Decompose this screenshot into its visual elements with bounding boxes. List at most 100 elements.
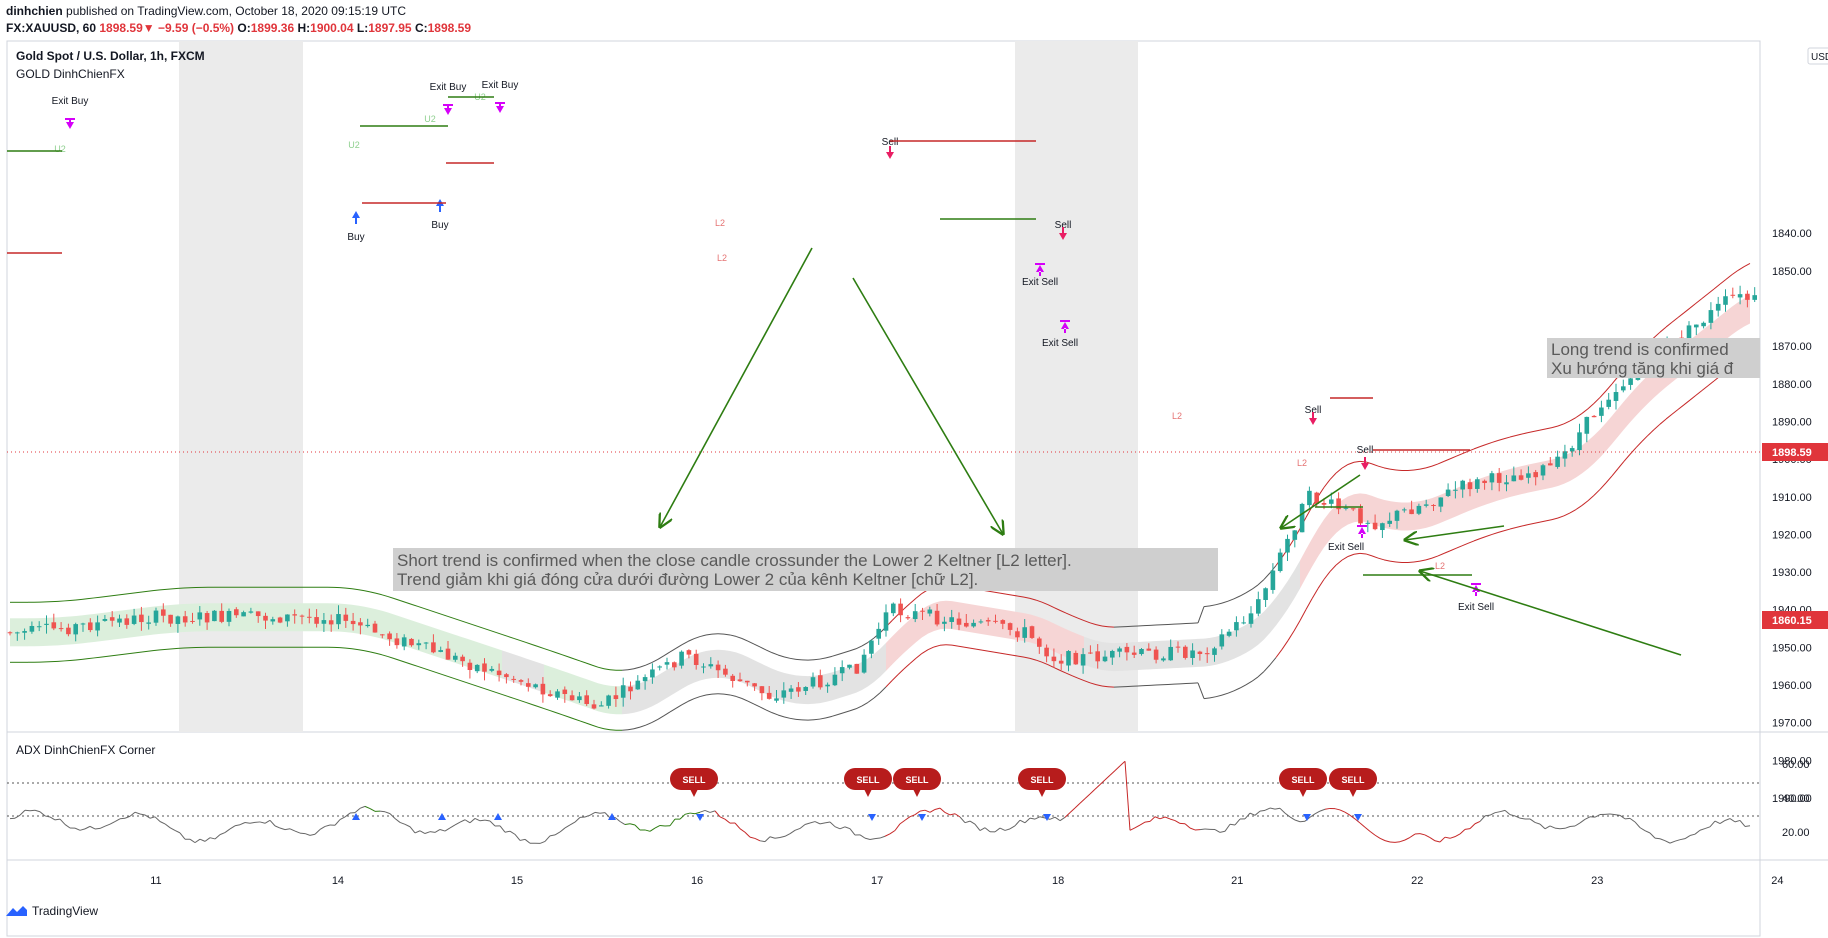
adx-line [1550, 826, 1555, 828]
adx-line [1635, 822, 1640, 828]
candle-body [913, 611, 918, 619]
adx-line [195, 839, 200, 842]
adx-line [845, 827, 850, 829]
keltner-lower [730, 695, 736, 696]
candle-body [964, 623, 969, 627]
time-tick-label: 14 [332, 875, 344, 887]
candle-body [1606, 400, 1611, 407]
price-tick-label: 1970.00 [1772, 718, 1812, 730]
keltner-upper [754, 644, 760, 647]
adx-line [50, 817, 55, 820]
keltner-fill [1582, 441, 1588, 474]
keltner-upper [586, 663, 592, 665]
candle-body [665, 662, 670, 665]
candle-body [643, 677, 648, 681]
adx-line [1070, 808, 1075, 813]
keltner-lower [904, 663, 910, 668]
keltner-upper [784, 657, 790, 658]
adx-line [60, 819, 65, 824]
candle-body [1212, 648, 1217, 655]
candle-body [417, 643, 422, 645]
keltner-lower [556, 713, 562, 715]
keltner-lower [1492, 533, 1498, 535]
candle-body [37, 626, 42, 627]
keltner-upper [910, 598, 916, 603]
adx-line [390, 814, 395, 819]
candle-body [146, 622, 151, 623]
time-tick-label: 11 [150, 875, 161, 887]
keltner-lower [832, 714, 838, 716]
keltner-lower [412, 664, 418, 666]
keltner-lower [724, 694, 730, 695]
keltner-upper [394, 598, 400, 600]
adx-line [125, 816, 130, 818]
keltner-lower [928, 647, 934, 650]
candle-body [1132, 653, 1137, 655]
adx-line [440, 829, 445, 831]
candle-body [1227, 632, 1232, 636]
keltner-upper [424, 608, 430, 610]
exit-marker-icon [1357, 525, 1367, 538]
adx-line [880, 836, 885, 838]
candle-body [1592, 416, 1597, 417]
candle-body [898, 604, 903, 616]
keltner-lower [94, 657, 100, 658]
candle-body [1512, 475, 1517, 481]
candle-body [891, 604, 896, 614]
keltner-lower [1642, 435, 1648, 441]
keltner-upper [1264, 573, 1270, 580]
keltner-lower [826, 716, 832, 718]
candle-body [365, 625, 370, 626]
currency-label: USD [1811, 52, 1828, 63]
keltner-fill [364, 607, 370, 636]
keltner-upper [682, 641, 688, 644]
adx-line [210, 838, 215, 839]
keltner-upper [154, 590, 160, 591]
candle-body [387, 634, 392, 640]
sell-bubble-tail [913, 789, 921, 797]
adx-title[interactable]: ADX DinhChienFX Corner [16, 743, 155, 757]
keltner-upper [844, 651, 850, 653]
keltner-fill [964, 603, 970, 632]
tradingview-logo[interactable]: TradingView [6, 904, 98, 918]
candle-body [1285, 539, 1290, 553]
adx-line [590, 812, 595, 815]
adx-line [980, 828, 985, 831]
candle-body [621, 685, 626, 697]
adx-line [685, 813, 690, 814]
keltner-upper [1444, 459, 1450, 462]
adx-line [830, 822, 835, 827]
keltner-lower [88, 658, 94, 659]
keltner-lower [442, 674, 448, 676]
candle-body [796, 687, 801, 691]
keltner-lower [1390, 561, 1396, 562]
low-value: 1897.95 [368, 21, 411, 35]
adx-line [795, 828, 800, 830]
adx-line [840, 827, 845, 829]
candle-body [1147, 649, 1152, 651]
candle-body [957, 619, 962, 625]
keltner-upper [598, 667, 604, 669]
adx-line [120, 818, 125, 819]
keltner-upper [742, 638, 748, 641]
keltner-upper [148, 591, 154, 592]
keltner-fill [1636, 381, 1642, 415]
adx-line [690, 813, 695, 814]
adx-line [500, 826, 505, 832]
adx-line [85, 826, 90, 829]
adx-line [410, 827, 415, 833]
indicator-title[interactable]: GOLD DinhChienFX [16, 67, 125, 81]
keltner-fill [688, 655, 694, 686]
adx-line [710, 811, 715, 813]
author[interactable]: dinhchien [6, 4, 63, 18]
adx-line [765, 837, 770, 842]
signal-label: Exit Sell [1458, 602, 1494, 613]
keltner-fill [1270, 598, 1276, 633]
adx-line [1135, 825, 1140, 828]
candle-body [380, 634, 385, 635]
keltner-lower [1348, 554, 1354, 556]
keltner-fill [1276, 589, 1282, 625]
keltner-lower [586, 723, 592, 725]
adx-down-marker-icon [918, 814, 926, 821]
